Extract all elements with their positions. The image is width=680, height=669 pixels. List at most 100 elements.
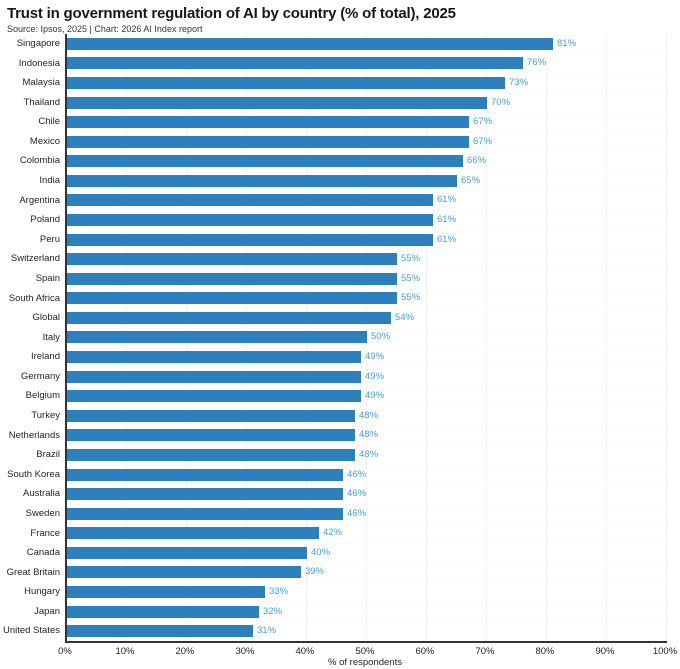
bar-value-label: 67% [473, 135, 493, 147]
chart-title: Trust in government regulation of AI by … [7, 5, 456, 22]
x-axis-ticks: 0% 10% 20% 30% 40% 50% 60% 70% 80% 90% 100% [58, 646, 677, 658]
bar-malaysia [67, 76, 505, 89]
bar-value-label: 70% [491, 96, 511, 108]
bar-hungary [67, 586, 265, 599]
y-axis-label: Peru [39, 233, 60, 245]
gridline-horizontal [67, 445, 667, 447]
gridline-horizontal [67, 171, 667, 173]
bar-value-label: 61% [437, 233, 457, 245]
bar-row: 48% [67, 445, 667, 465]
gridline-horizontal [67, 131, 667, 133]
gridline-horizontal [67, 229, 667, 231]
x-tick-label: 100% [652, 646, 678, 657]
bar-value-label: 42% [322, 527, 342, 539]
bar-chile [67, 116, 469, 129]
gridline-horizontal [67, 503, 667, 505]
bar-row: 55% [67, 289, 667, 309]
bar-value-label: 48% [359, 448, 379, 460]
bar-value-label: 66% [467, 155, 487, 167]
bar-germany [67, 370, 361, 383]
bar-spain [67, 272, 397, 285]
bar-row: 40% [67, 543, 667, 563]
gridline-horizontal [67, 406, 667, 408]
y-axis-label: Argentina [19, 194, 60, 206]
bar-value-label: 46% [347, 488, 367, 500]
bar-great-britain [67, 566, 301, 579]
bar-value-label: 55% [401, 292, 421, 304]
bar-row: 39% [67, 563, 667, 583]
bar-value-label: 61% [437, 194, 457, 206]
y-axis-label: Belgium [25, 390, 60, 402]
x-tick-label: 60% [415, 646, 435, 657]
bar-value-label: 48% [359, 409, 379, 421]
bar-switzerland [67, 253, 397, 266]
y-axis-label: Spain [35, 272, 60, 284]
y-axis-label: Australia [23, 488, 60, 500]
y-axis-label: Netherlands [8, 429, 60, 441]
bar-row: 46% [67, 465, 667, 485]
bar-row: 46% [67, 504, 667, 524]
y-axis-label: Poland [30, 214, 60, 226]
bar-value-label: 48% [359, 429, 379, 441]
y-axis-label: Chile [38, 116, 60, 128]
bar-netherlands [67, 429, 355, 442]
bar-row: 66% [67, 151, 667, 171]
gridline-horizontal [67, 621, 667, 623]
bar-value-label: 49% [365, 351, 385, 363]
gridline-horizontal [67, 73, 667, 75]
x-tick-label: 50% [355, 646, 375, 657]
bar-row: 49% [67, 386, 667, 406]
bar-row: 49% [67, 347, 667, 367]
bar-row: 76% [67, 54, 667, 74]
bar-value-label: 31% [257, 625, 277, 637]
y-axis-label: Singapore [16, 38, 60, 49]
gridline-horizontal [67, 288, 667, 290]
x-tick-label: 80% [535, 646, 555, 657]
gridline-horizontal [67, 582, 667, 584]
gridline-horizontal [67, 484, 667, 486]
bar-india [67, 174, 457, 187]
bar-row: 65% [67, 171, 667, 191]
bar-colombia [67, 155, 463, 168]
bar-south-africa [67, 292, 397, 305]
gridline-horizontal [67, 92, 667, 94]
bar-argentina [67, 194, 433, 207]
bar-value-label: 32% [263, 605, 283, 617]
bar-thailand [67, 96, 487, 109]
bar-row: 54% [67, 308, 667, 328]
bar-row: 50% [67, 328, 667, 348]
bar-value-label: 76% [527, 57, 547, 69]
x-tick-label: 10% [115, 646, 135, 657]
y-axis-label: Italy [42, 331, 60, 343]
bar-row: 70% [67, 93, 667, 113]
bar-indonesia [67, 57, 523, 70]
bar-sweden [67, 507, 343, 520]
gridline-horizontal [67, 347, 667, 349]
gridline-horizontal [67, 151, 667, 153]
gridline-horizontal [67, 562, 667, 564]
bar-value-label: 50% [371, 331, 391, 343]
bar-france [67, 527, 319, 540]
gridline-horizontal [67, 523, 667, 525]
x-tick-label: 0% [58, 646, 72, 657]
bar-row: 61% [67, 230, 667, 250]
gridline-horizontal [67, 268, 667, 270]
bar-row: 73% [67, 73, 667, 93]
y-axis-label: Japan [34, 605, 60, 617]
y-axis-label: Thailand [23, 96, 60, 108]
bar-belgium [67, 390, 361, 403]
x-tick-label: 20% [175, 646, 195, 657]
y-axis-label: France [30, 527, 60, 539]
bar-row: 67% [67, 132, 667, 152]
bar-value-label: 65% [461, 174, 481, 186]
y-axis-label: Brazil [36, 449, 60, 461]
gridline-horizontal [67, 366, 667, 368]
gridline-horizontal [67, 249, 667, 251]
gridline-horizontal [67, 601, 667, 603]
bar-row: 48% [67, 426, 667, 446]
y-axis-label: South Korea [7, 468, 60, 480]
x-tick-label: 30% [235, 646, 255, 657]
bar-row: 67% [67, 112, 667, 132]
gridline-horizontal [67, 425, 667, 427]
